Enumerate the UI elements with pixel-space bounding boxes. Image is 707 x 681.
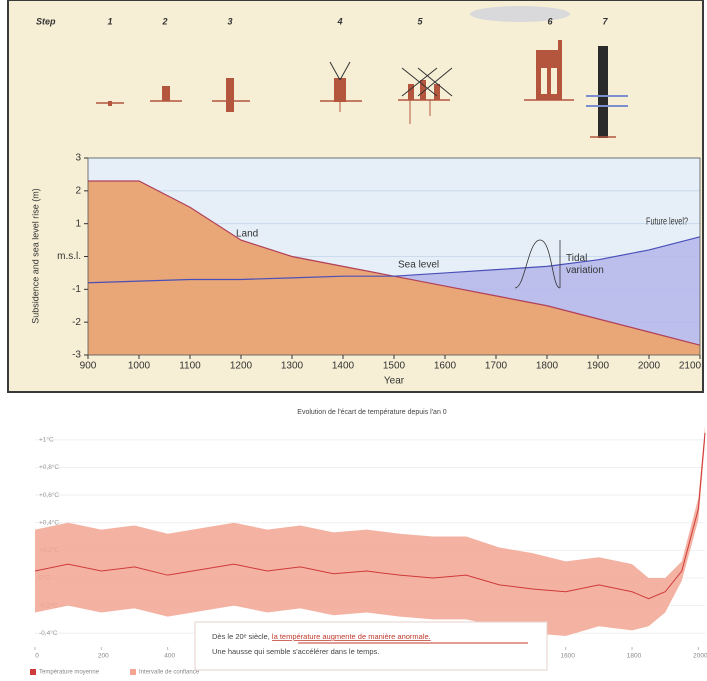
y-tick-label: -2 bbox=[72, 317, 81, 328]
legend-label: Intervalle de confiance bbox=[139, 670, 200, 676]
legend-swatch bbox=[30, 669, 36, 675]
x-tick-label: 2000 bbox=[693, 653, 707, 660]
x-tick-label: 1600 bbox=[434, 361, 457, 372]
y-tick-label: +1°C bbox=[39, 436, 54, 444]
step-number: 1 bbox=[107, 16, 112, 26]
x-tick-label: 1000 bbox=[128, 361, 151, 372]
x-axis-label: Year bbox=[384, 376, 405, 387]
annotation-highlight: la température augmente de manière anorm… bbox=[272, 632, 431, 641]
x-tick-label: 1700 bbox=[485, 361, 508, 372]
x-tick-label: 1400 bbox=[332, 361, 355, 372]
annotation-text: Une hausse qui semble s'accélérer dans l… bbox=[212, 647, 379, 656]
x-tick-label: 0 bbox=[35, 653, 39, 660]
y-axis-label: Subsidence and sea level rise (m) bbox=[30, 188, 40, 324]
step-number: 3 bbox=[227, 16, 232, 26]
x-tick-label: 1100 bbox=[179, 361, 201, 372]
x-tick-label: 1800 bbox=[627, 653, 642, 660]
x-tick-label: 200 bbox=[98, 653, 109, 660]
x-tick-label: 400 bbox=[164, 653, 175, 660]
annotation-text: Dès le 20ᵉ siècle, la température augmen… bbox=[212, 632, 431, 641]
sea-label: Sea level bbox=[398, 260, 439, 271]
y-tick-label: -1 bbox=[72, 284, 81, 295]
y-tick-label: +0,6°C bbox=[39, 491, 59, 499]
future-label: Future level? bbox=[646, 217, 688, 228]
land-label: Land bbox=[236, 229, 258, 240]
step-number: 2 bbox=[161, 16, 167, 26]
annotation-part: Dès le 20ᵉ siècle, bbox=[212, 632, 272, 641]
x-tick-label: 1600 bbox=[560, 653, 575, 660]
y-tick-label: 1 bbox=[75, 218, 81, 229]
x-tick-label: 2100 bbox=[679, 361, 702, 372]
chart-title: Evolution de l'écart de température depu… bbox=[297, 409, 446, 416]
step-label: Step bbox=[36, 16, 56, 26]
separator bbox=[0, 394, 707, 397]
legend-swatch bbox=[130, 669, 136, 675]
page: Step1234567LandSea levelTidal variationF… bbox=[0, 0, 707, 681]
x-tick-label: 900 bbox=[80, 361, 97, 372]
confidence-band bbox=[35, 426, 705, 636]
x-tick-label: 1500 bbox=[383, 361, 406, 372]
x-tick-label: 1300 bbox=[281, 361, 304, 372]
x-tick-label: 2000 bbox=[638, 361, 661, 372]
step-number: 4 bbox=[336, 16, 342, 26]
tidal-label-line: Tidal bbox=[566, 253, 590, 264]
x-tick-label: 1800 bbox=[536, 361, 559, 372]
y-tick-label: 3 bbox=[75, 153, 81, 164]
legend-label: Température moyenne bbox=[39, 670, 100, 676]
tidal-label-line: variation bbox=[566, 265, 604, 276]
x-tick-label: 1200 bbox=[230, 361, 253, 372]
y-tick-label: 2 bbox=[75, 185, 81, 196]
y-tick-label: -0,4°C bbox=[39, 629, 58, 637]
y-tick-label: -3 bbox=[72, 350, 81, 361]
y-tick-label: +0,8°C bbox=[39, 463, 59, 471]
x-tick-label: 1900 bbox=[587, 361, 610, 372]
y-tick-label: m.s.l. bbox=[57, 251, 81, 262]
